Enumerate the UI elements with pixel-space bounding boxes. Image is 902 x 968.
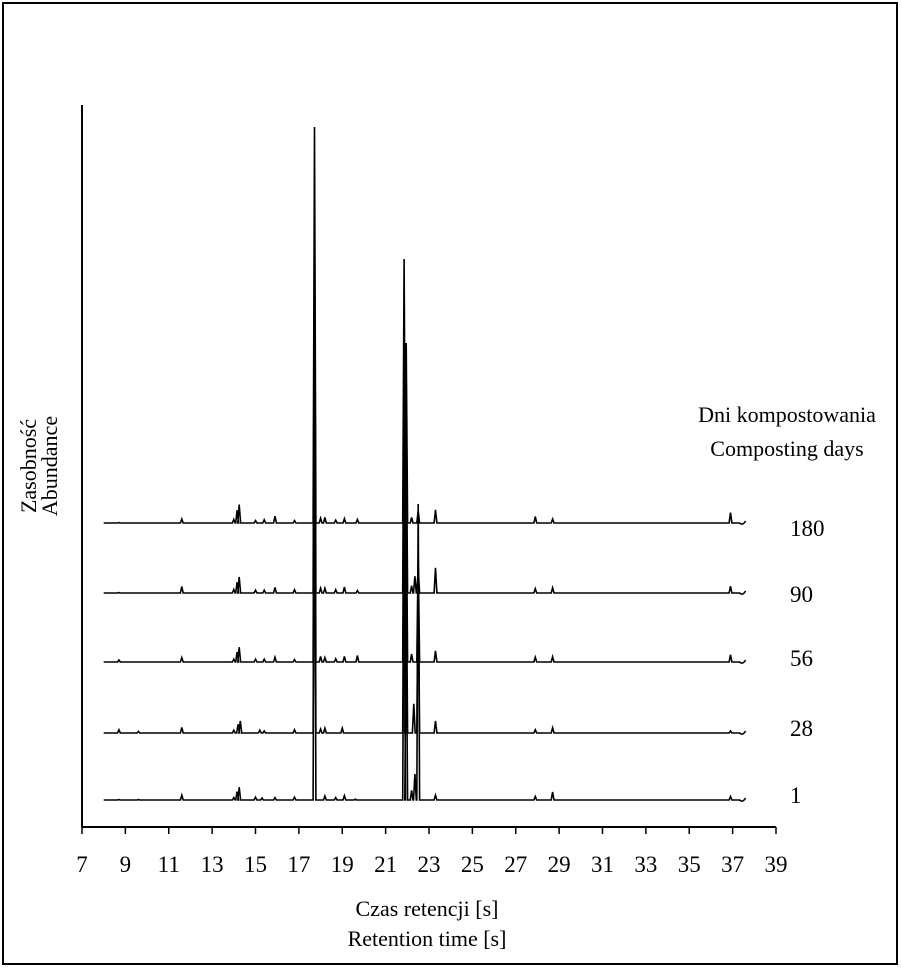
x-tick-label: 31	[591, 852, 614, 877]
x-tick-label: 9	[120, 852, 132, 877]
x-tick-label: 19	[331, 852, 354, 877]
series-label-90: 90	[790, 582, 813, 607]
series-trace-28	[103, 336, 747, 735]
x-tick-label: 21	[374, 852, 397, 877]
x-tick-label: 17	[287, 852, 310, 877]
series-label-layer: 1 28 56 90 180	[790, 516, 825, 808]
y-axis-title-line2: Abundance	[37, 416, 62, 516]
legend-title-line2: Composting days	[710, 436, 863, 461]
x-tick-label: 37	[721, 852, 744, 877]
y-axis-title-line1: Zasobność	[16, 419, 41, 513]
series-label-1: 1	[790, 783, 802, 808]
series-trace-90	[103, 196, 747, 595]
x-tick-label: 29	[548, 852, 571, 877]
series-trace-56	[103, 265, 747, 664]
x-tick-label: 7	[76, 852, 88, 877]
x-tick-label: 15	[244, 852, 267, 877]
x-tick-label: 23	[418, 852, 441, 877]
x-axis-title-line2: Retention time [s]	[348, 926, 507, 951]
series-trace-180	[103, 126, 747, 525]
series-layer	[103, 126, 747, 802]
series-label-28: 28	[790, 716, 813, 741]
series-trace-1	[103, 403, 747, 802]
tick-label-layer: 7 9 11 13 15 17 19 21 23 25 27 29 31 33 35 37 39	[76, 852, 787, 877]
x-tick-label: 39	[765, 852, 788, 877]
x-tick-label: 11	[158, 852, 180, 877]
x-tick-label: 35	[678, 852, 701, 877]
series-label-56: 56	[790, 646, 813, 671]
axis-layer	[81, 105, 777, 834]
x-tick-label: 27	[504, 852, 527, 877]
x-axis-title-line1: Czas retencji [s]	[356, 896, 499, 921]
series-label-180: 180	[790, 516, 825, 541]
x-tick-label: 25	[461, 852, 484, 877]
legend-title-line1: Dni kompostowania	[698, 402, 876, 427]
x-tick-label: 13	[201, 852, 224, 877]
x-tick-label: 33	[634, 852, 657, 877]
